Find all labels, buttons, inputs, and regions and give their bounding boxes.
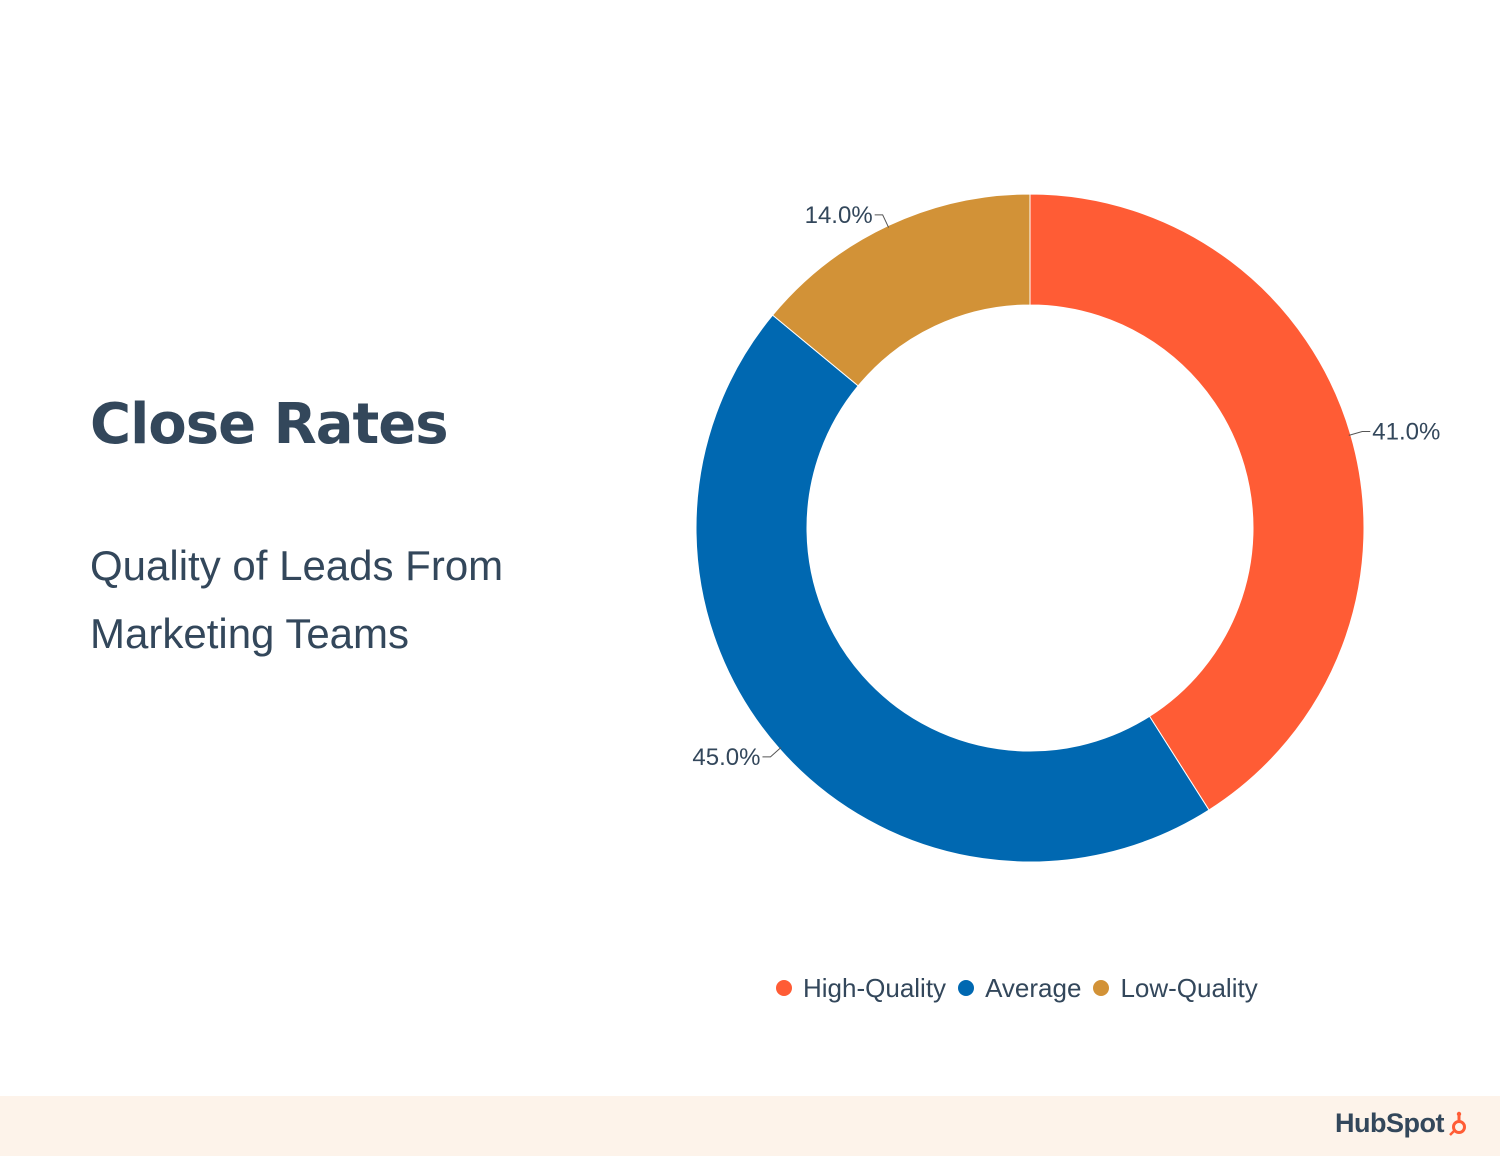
leader-line-high-quality xyxy=(1348,430,1371,436)
legend-label-average: Average xyxy=(985,972,1082,1003)
subtitle-line-2: Marketing Teams xyxy=(90,610,410,657)
legend-swatch-low-quality xyxy=(1093,980,1110,996)
donut-chart: 41.0% 45.0% 14.0% xyxy=(692,193,1440,863)
data-label-low-quality: 14.0% xyxy=(805,202,873,229)
legend-item-average: Average xyxy=(958,973,1081,1004)
brand-name: HubSpot xyxy=(1335,1108,1444,1138)
leader-line-average xyxy=(762,747,782,758)
chart-title: Close Rates xyxy=(90,392,449,457)
legend-label-high-quality: High-Quality xyxy=(803,972,947,1003)
chart-legend: High-Quality Average Low-Quality xyxy=(776,970,1270,1006)
subtitle-line-1: Quality of Leads From xyxy=(90,542,504,589)
legend-item-low-quality: Low-Quality xyxy=(1093,972,1258,1004)
hubspot-logo: HubSpot xyxy=(1335,1108,1470,1139)
leader-line-low-quality xyxy=(874,214,890,228)
slice-high-quality xyxy=(1029,193,1365,811)
legend-swatch-average xyxy=(958,980,975,996)
chart-subtitle: Quality of Leads From Marketing Teams xyxy=(90,532,560,668)
legend-swatch-high-quality xyxy=(776,980,792,996)
slice-low-quality xyxy=(771,193,1031,387)
sprocket-icon xyxy=(1449,1111,1466,1136)
data-label-average: 45.0% xyxy=(692,744,760,771)
footer-bar: HubSpot xyxy=(0,1096,1500,1156)
legend-label-low-quality: Low-Quality xyxy=(1120,972,1258,1003)
slice-average xyxy=(695,314,1210,863)
legend-item-high-quality: High-Quality xyxy=(776,973,946,1004)
data-label-high-quality: 41.0% xyxy=(1372,418,1440,445)
